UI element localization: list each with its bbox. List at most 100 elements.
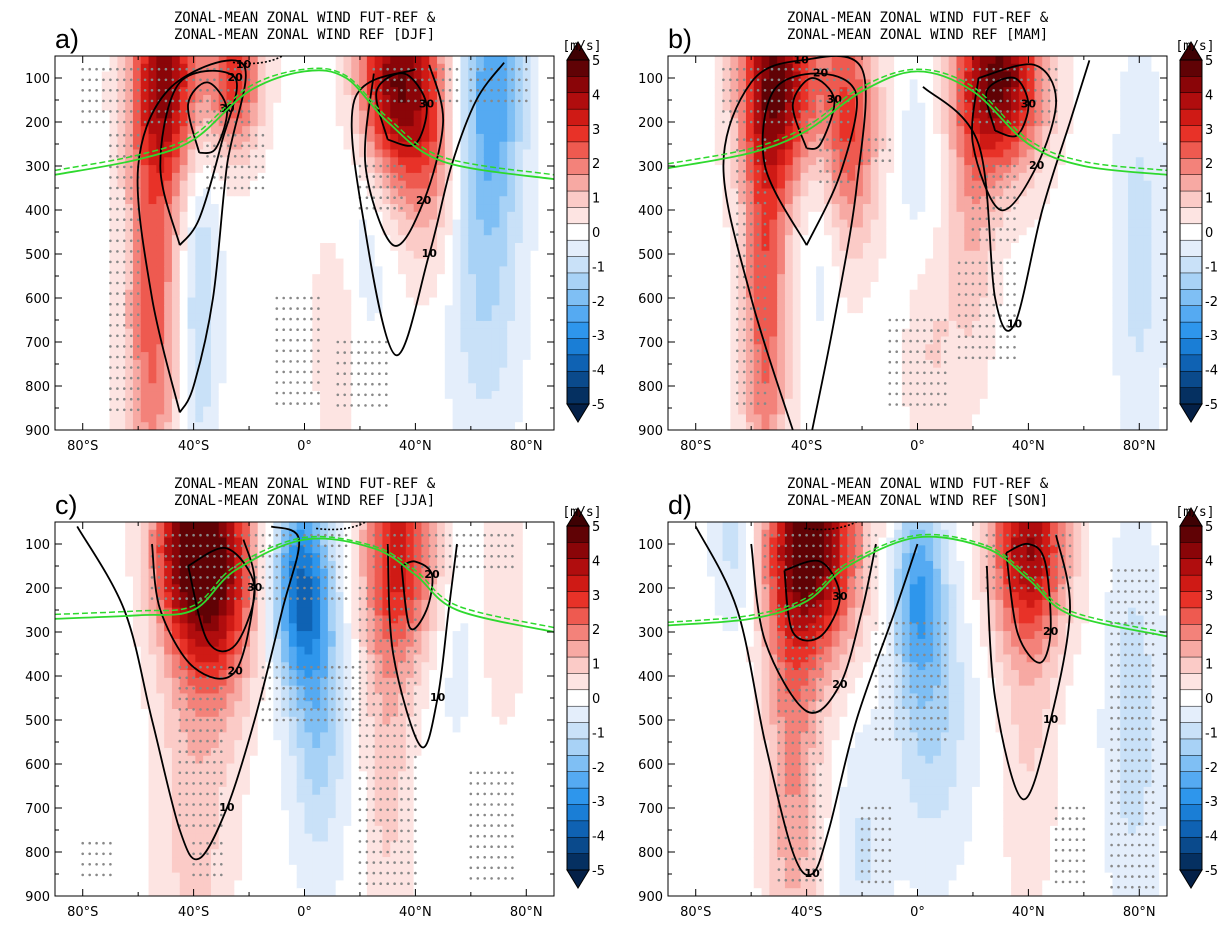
tropopause-fut-line xyxy=(55,535,554,629)
colorbar-tick-label: 5 xyxy=(1205,520,1213,535)
contour-10 xyxy=(350,62,505,357)
contour-10 xyxy=(386,543,458,749)
y-tick-label: 300 xyxy=(25,160,50,175)
colorbar-tick-label: -2 xyxy=(1205,761,1218,776)
contour-label: 20 xyxy=(1029,159,1045,172)
colorbar-tick-label: 2 xyxy=(592,157,600,172)
x-tick-label: 0° xyxy=(297,439,312,454)
y-tick-label: 900 xyxy=(638,890,663,905)
colorbar-unit: [m/s] xyxy=(1175,39,1214,54)
colorbar-tick-label: 4 xyxy=(1205,554,1213,569)
colorbar-tick-label: 2 xyxy=(592,623,600,638)
anomaly-field xyxy=(55,56,554,430)
y-tick-label: 300 xyxy=(25,626,50,641)
colorbar-unit: [m/s] xyxy=(562,505,601,520)
colorbar-tick-label: 0 xyxy=(592,226,600,241)
x-tick-label: 40°N xyxy=(399,905,432,920)
colorbar-tick-label: -5 xyxy=(1205,864,1218,879)
contour-30 xyxy=(187,81,228,154)
y-tick-label: 200 xyxy=(25,582,50,597)
contour-label: 10 xyxy=(236,58,252,71)
y-tick-label: 400 xyxy=(638,670,663,685)
tropopause-ref-line xyxy=(668,535,1167,638)
contour-10 xyxy=(985,535,1071,801)
colorbar-tick-label: -1 xyxy=(1205,260,1218,275)
contour-30 xyxy=(985,76,1030,138)
y-tick-label: 500 xyxy=(25,714,50,729)
x-tick-label: 0° xyxy=(910,439,925,454)
contour-label: 20 xyxy=(832,678,848,691)
y-tick-label: 200 xyxy=(638,582,663,597)
colorbar-tick-label: 1 xyxy=(1205,192,1213,207)
y-tick-label: 800 xyxy=(638,380,663,395)
colorbar-tick-label: 3 xyxy=(1205,589,1213,604)
colorbar-tick-label: -4 xyxy=(1205,830,1218,845)
x-tick-label: 0° xyxy=(297,905,312,920)
tropopause-fut-line xyxy=(668,533,1167,634)
anomaly-field xyxy=(668,522,1167,896)
colorbar: -5 -4 -3 -2 -1 0 1 2 3 4 5[m/s] xyxy=(1175,505,1218,889)
anomaly-field xyxy=(668,56,1167,430)
y-tick-label: 800 xyxy=(25,380,50,395)
colorbar-tick-label: -3 xyxy=(1205,329,1218,344)
contour-label: 30 xyxy=(419,97,435,110)
x-tick-label: 80°N xyxy=(510,905,543,920)
x-tick-label: 40°N xyxy=(1012,905,1045,920)
y-tick-label: 300 xyxy=(638,626,663,641)
tropopause-ref-line xyxy=(55,69,554,181)
x-tick-label: 0° xyxy=(910,905,925,920)
contour-10 xyxy=(136,59,247,413)
contour-label: 10 xyxy=(1043,713,1059,726)
y-tick-label: 100 xyxy=(25,72,50,87)
significance-stipple xyxy=(81,533,514,885)
colorbar-tick-label: -3 xyxy=(592,329,605,344)
tropopause-fut-line xyxy=(55,67,554,176)
colorbar-tick-label: 4 xyxy=(1205,88,1213,103)
colorbar-unit: [m/s] xyxy=(1175,505,1214,520)
y-tick-label: 300 xyxy=(638,160,663,175)
negative-contour xyxy=(315,522,366,531)
x-tick-label: 80°S xyxy=(67,905,98,920)
contour-label: 30 xyxy=(1021,97,1037,110)
contour-label: 20 xyxy=(1043,625,1059,638)
panel-letter: a) xyxy=(55,24,79,54)
contour-20 xyxy=(364,64,445,247)
colorbar-tick-label: 0 xyxy=(1205,226,1213,241)
contour-10 xyxy=(722,56,867,430)
colorbar: -5 -4 -3 -2 -1 0 1 2 3 4 5[m/s] xyxy=(562,505,605,889)
colorbar-tick-label: 5 xyxy=(592,520,600,535)
panel-title: ZONAL-MEAN ZONAL WIND FUT-REF & xyxy=(787,476,1049,492)
contour-20 xyxy=(750,543,877,714)
ref-wind-contours: 10 10 20 20 30 xyxy=(76,525,458,861)
colorbar-tick-label: 1 xyxy=(592,658,600,673)
y-tick-label: 500 xyxy=(638,714,663,729)
y-tick-label: 400 xyxy=(25,670,50,685)
x-tick-label: 40°S xyxy=(791,905,822,920)
colorbar-tick-label: -3 xyxy=(1205,795,1218,810)
colorbar-tick-label: -2 xyxy=(592,761,605,776)
colorbar-tick-label: -5 xyxy=(1205,398,1218,413)
contour-10 xyxy=(922,60,1091,332)
panel-subtitle: ZONAL-MEAN ZONAL WIND REF [JJA] xyxy=(174,493,435,509)
colorbar-tick-label: 4 xyxy=(592,554,600,569)
panel-letter: b) xyxy=(668,24,692,54)
colorbar-tick-label: 3 xyxy=(592,589,600,604)
x-tick-label: 80°N xyxy=(1123,905,1156,920)
contour-30 xyxy=(791,77,836,150)
contour-label: 10 xyxy=(805,867,821,880)
contour-20 xyxy=(971,63,1058,211)
y-tick-label: 800 xyxy=(25,846,50,861)
contour-label: 20 xyxy=(813,67,829,80)
contour-label: 20 xyxy=(228,665,244,678)
contour-20 xyxy=(1005,542,1052,664)
contour-20 xyxy=(761,72,858,246)
contour-10 xyxy=(694,525,919,877)
panel-subtitle: ZONAL-MEAN ZONAL WIND REF [MAM] xyxy=(787,27,1048,43)
colorbar-tick-label: 3 xyxy=(1205,123,1213,138)
colorbar-tick-label: 5 xyxy=(592,54,600,69)
y-tick-label: 200 xyxy=(638,116,663,131)
ref-wind-contours: 10 10 20 20 30 xyxy=(694,525,1071,880)
contour-label: 20 xyxy=(424,568,440,581)
